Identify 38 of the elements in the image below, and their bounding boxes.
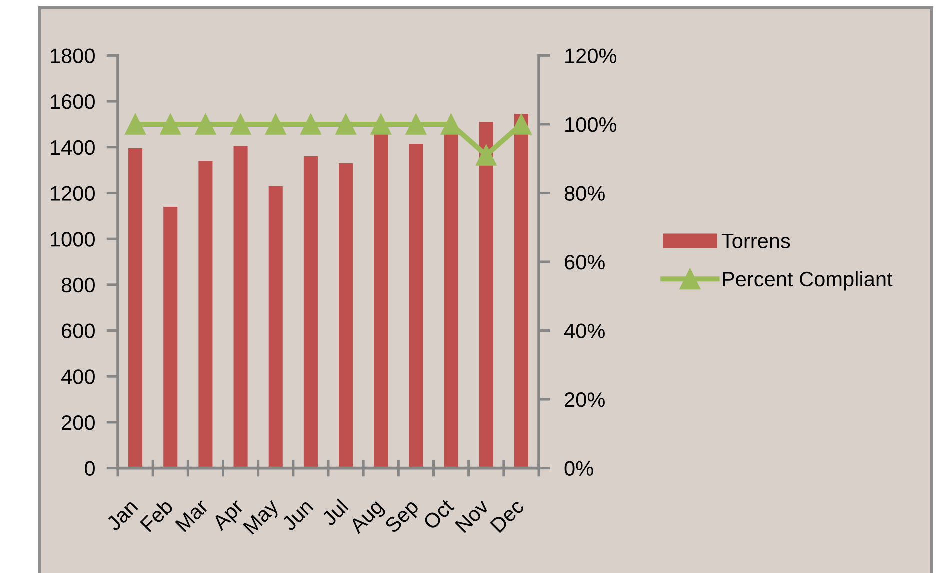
x-tick-label: Jan	[106, 499, 139, 532]
y-tick-label: 1600	[51, 94, 95, 110]
y-tick-label: 1400	[51, 140, 95, 156]
legend-label: Percent Compliant	[723, 271, 893, 291]
y2-tick-label: 120%	[566, 48, 617, 64]
bar	[128, 148, 143, 468]
bar	[514, 114, 528, 468]
y2-tick-label: 40%	[564, 324, 605, 339]
bar	[339, 163, 354, 468]
bar	[198, 161, 213, 468]
y2-tick-label: 0%	[564, 461, 594, 476]
y-tick-label: 1000	[51, 232, 95, 247]
y2-tick-label: 20%	[565, 392, 605, 408]
y-tick-label: 1800	[51, 48, 95, 64]
bar	[304, 156, 318, 468]
bar	[164, 206, 178, 468]
x-tick-label: Oct	[422, 498, 456, 531]
y-tick-label: 200	[62, 415, 95, 430]
x-tick-label: Mar	[175, 498, 210, 533]
bar	[268, 186, 283, 468]
y2-tick-label: 60%	[565, 255, 605, 270]
x-tick-label: Jun	[281, 499, 314, 532]
x-tick-label: Nov	[455, 498, 490, 534]
bar	[234, 146, 248, 468]
bar	[409, 144, 424, 468]
y-tick-label: 600	[62, 324, 95, 339]
x-tick-label: Dec	[490, 498, 526, 534]
y2-tick-label: 80%	[564, 186, 605, 201]
y2-tick-label: 100%	[566, 117, 617, 132]
y-tick-label: 800	[62, 278, 95, 293]
x-tick-label: May	[242, 498, 283, 538]
y-tick-label: 0	[85, 461, 95, 476]
y-tick-label: 400	[62, 370, 95, 384]
x-tick-label: Jul	[320, 498, 350, 527]
x-tick-label: Feb	[140, 498, 174, 533]
y-tick-label: 1200	[51, 186, 95, 201]
bar	[479, 122, 494, 468]
legend-label: Torrens	[722, 234, 790, 249]
